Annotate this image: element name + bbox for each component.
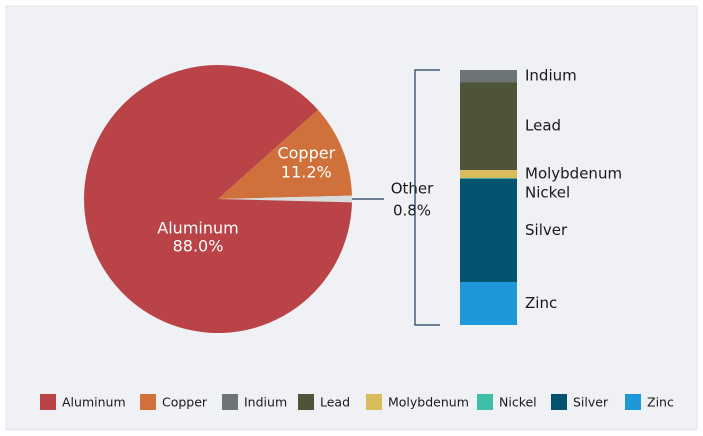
slice-label: Aluminum	[157, 219, 238, 238]
pie-slice	[218, 195, 352, 203]
legend-label: Copper	[162, 395, 208, 410]
legend-label: Lead	[320, 395, 350, 410]
bracket	[414, 69, 440, 326]
legend-swatch	[625, 394, 641, 410]
legend-swatch	[40, 394, 56, 410]
legend-label: Molybdenum	[388, 395, 469, 410]
segment-label: Silver	[525, 221, 568, 239]
segment-label: Zinc	[525, 294, 557, 312]
segment-label: Nickel	[525, 184, 570, 202]
pie-slice	[83, 64, 352, 333]
pie-slice	[218, 109, 352, 199]
legend-swatch	[366, 394, 382, 410]
legend-swatch	[222, 394, 238, 410]
legend-label: Aluminum	[62, 395, 126, 410]
slice-value: 88.0%	[173, 237, 224, 256]
bar-segment	[460, 170, 517, 179]
bar-segment	[460, 82, 517, 171]
segment-label: Lead	[525, 117, 561, 135]
legend-label: Indium	[244, 395, 287, 410]
legend-label: Nickel	[499, 395, 537, 410]
legend-swatch	[140, 394, 156, 410]
bar-segment	[460, 178, 517, 282]
bar-segment	[460, 281, 517, 325]
slice-value: 11.2%	[281, 163, 332, 182]
bar-segment	[460, 70, 517, 83]
legend-label: Silver	[573, 395, 609, 410]
legend-swatch	[477, 394, 493, 410]
legend-swatch	[298, 394, 314, 410]
legend-swatch	[551, 394, 567, 410]
segment-label: Molybdenum	[525, 165, 622, 183]
other-label: Other	[391, 180, 434, 198]
slice-label: Copper	[277, 144, 335, 163]
segment-label: Indium	[525, 67, 577, 85]
other-value: 0.8%	[393, 202, 431, 220]
legend-label: Zinc	[647, 395, 674, 410]
bar-segment	[460, 178, 517, 179]
